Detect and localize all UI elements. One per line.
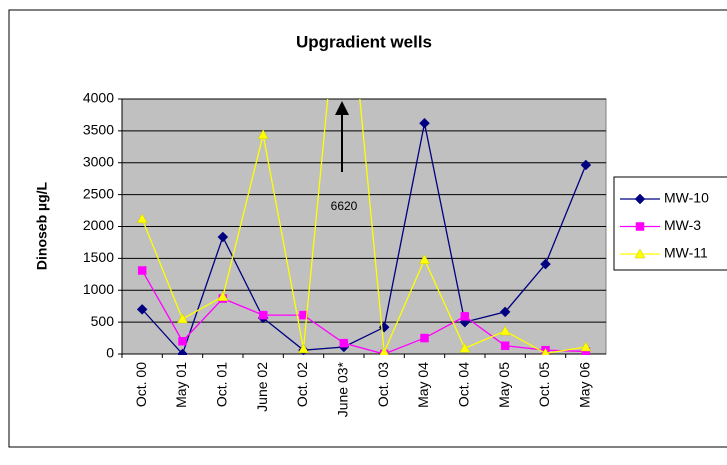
marker <box>136 304 148 315</box>
marker <box>379 346 389 355</box>
annotation: 6620 <box>331 199 358 213</box>
legend-label: MW-10 <box>664 190 709 206</box>
marker <box>460 312 470 321</box>
marker <box>419 254 430 264</box>
marker <box>298 343 309 354</box>
chart-title: Upgradient wells <box>296 32 432 51</box>
marker <box>178 337 187 346</box>
y-tick-label: 500 <box>91 313 115 329</box>
marker <box>299 310 308 320</box>
x-tick-label: Oct. 04 <box>456 362 472 407</box>
legend-marker <box>634 193 646 205</box>
marker <box>459 342 471 353</box>
annotation-arrowhead <box>335 101 349 115</box>
x-tick-label: Oct. 03 <box>375 362 391 407</box>
marker <box>257 129 269 139</box>
y-axis-label: Dinoseb µg/L <box>34 181 50 270</box>
marker <box>420 333 429 343</box>
legend-label: MW-3 <box>664 217 701 233</box>
y-tick-label: 3500 <box>83 122 114 138</box>
marker <box>258 310 268 320</box>
series-line <box>141 99 586 355</box>
x-tick-label: June 02 <box>254 362 270 412</box>
legend-marker <box>635 222 645 231</box>
marker <box>580 341 592 352</box>
marker <box>339 338 349 348</box>
marker <box>499 306 511 318</box>
marker <box>540 258 551 270</box>
x-tick-label: Oct. 05 <box>536 362 552 407</box>
y-tick-label: 2000 <box>83 217 114 233</box>
series-line <box>141 270 586 355</box>
x-tick-label: May 04 <box>415 362 431 408</box>
marker <box>499 325 511 336</box>
marker <box>217 291 229 301</box>
marker <box>419 117 430 129</box>
legend-marker <box>634 248 646 259</box>
x-tick-label: May 01 <box>173 362 189 408</box>
x-tick-label: May 05 <box>496 362 512 408</box>
marker <box>541 347 550 355</box>
marker <box>177 313 188 324</box>
y-tick-label: 1000 <box>83 281 114 297</box>
x-tick-label: June 03* <box>335 361 351 417</box>
marker <box>217 231 229 243</box>
y-tick-label: 1500 <box>83 249 114 265</box>
series-line <box>141 123 587 355</box>
marker <box>500 341 510 350</box>
y-tick-label: 3000 <box>83 153 114 169</box>
x-tick-label: Oct. 01 <box>214 362 230 407</box>
marker <box>137 266 147 275</box>
x-tick-label: May 06 <box>577 362 593 408</box>
y-tick-label: 2500 <box>83 185 114 201</box>
marker <box>580 159 592 171</box>
legend-label: MW-11 <box>664 245 708 261</box>
x-tick-label: Oct. 02 <box>294 362 310 407</box>
marker <box>136 213 148 224</box>
plot-series <box>136 99 592 355</box>
y-tick-label: 4000 <box>83 90 114 106</box>
y-tick-label: 0 <box>106 345 114 361</box>
x-tick-label: Oct. 00 <box>133 362 149 407</box>
marker <box>177 348 188 355</box>
